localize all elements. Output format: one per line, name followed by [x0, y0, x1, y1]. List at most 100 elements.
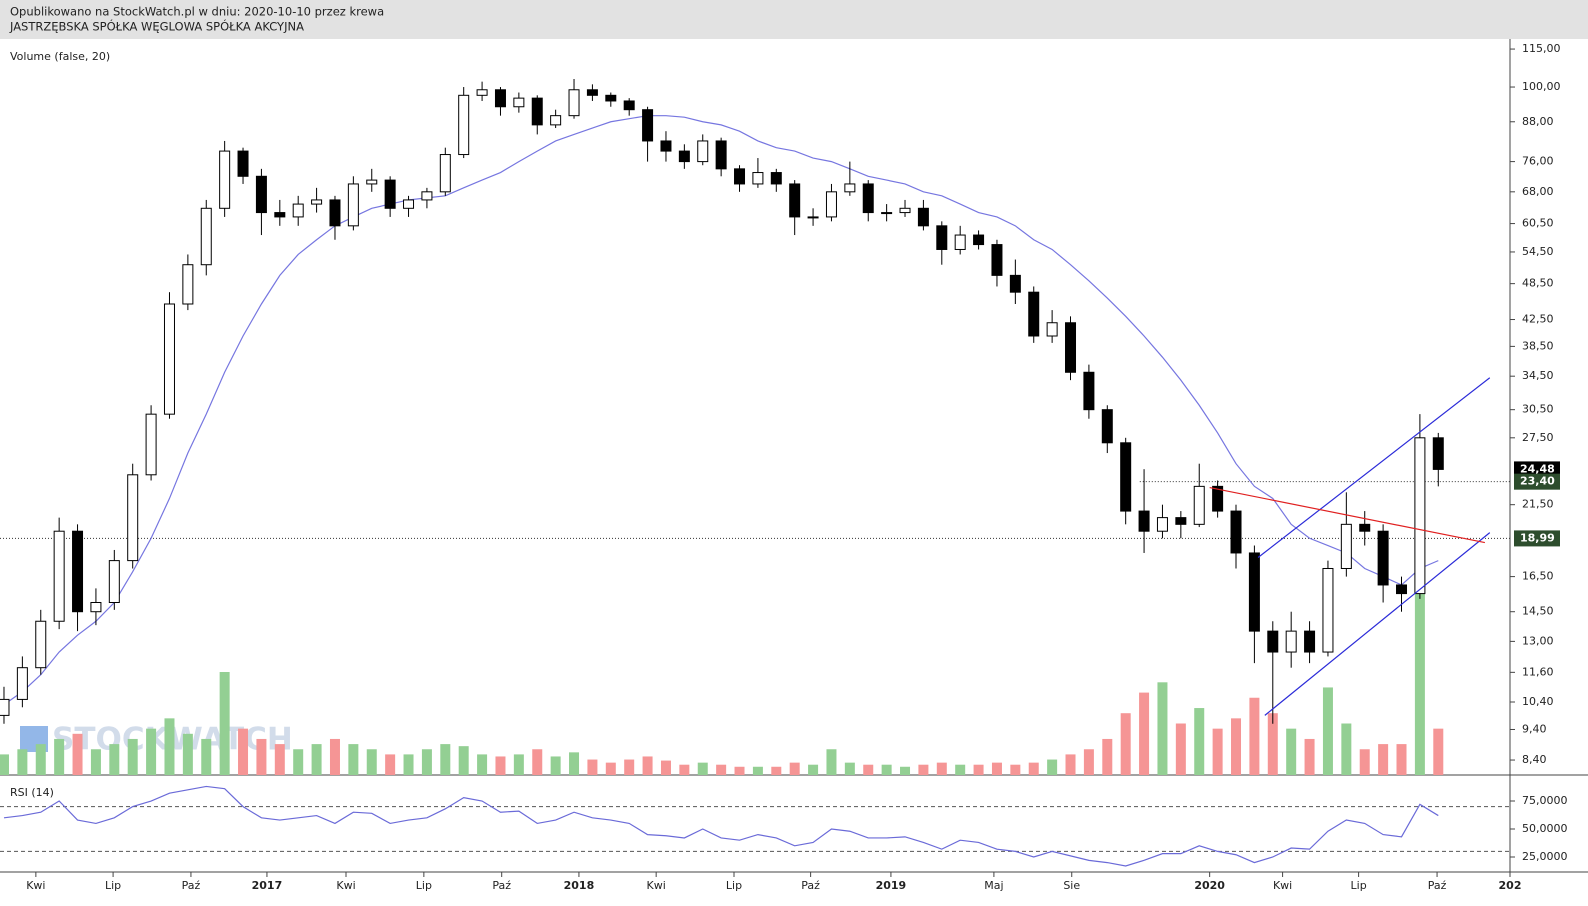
- volume-bar: [679, 764, 690, 775]
- candle-body: [807, 216, 819, 219]
- candle-body: [1267, 630, 1279, 653]
- candle-body: [550, 115, 562, 126]
- candle-body: [770, 172, 782, 185]
- x-tick-label: Lip: [1351, 879, 1367, 892]
- volume-bar: [0, 754, 9, 775]
- candle-body: [311, 199, 323, 205]
- candle-body: [1230, 510, 1242, 554]
- volume-bar: [587, 759, 598, 775]
- volume-bar: [881, 764, 892, 775]
- candle-body: [1377, 530, 1389, 586]
- candle-body: [1414, 437, 1426, 595]
- volume-bar: [329, 738, 340, 775]
- volume-bar: [366, 749, 377, 775]
- volume-bar: [550, 756, 561, 775]
- volume-bar: [109, 744, 120, 775]
- y-tick-label: 42,50: [1522, 313, 1554, 326]
- volume-bar: [1102, 738, 1113, 775]
- volume-bar: [1433, 728, 1444, 775]
- trendline: [1209, 486, 1485, 544]
- candle-body: [605, 94, 617, 102]
- x-tick-label: Lip: [726, 879, 742, 892]
- candle-body: [513, 97, 525, 108]
- candle-body: [421, 191, 433, 201]
- candle-body: [329, 199, 341, 227]
- x-tick-label: 2017: [252, 879, 283, 892]
- candle-body: [1322, 567, 1334, 653]
- y-tick-label: 10,40: [1522, 695, 1554, 708]
- header-line: JASTRZĘBSKA SPÓŁKA WĘGLOWA SPÓŁKA AKCYJN…: [9, 19, 304, 34]
- volume-bar: [900, 766, 911, 775]
- candle-body: [53, 530, 65, 622]
- volume-bar: [605, 762, 616, 775]
- candle-body: [347, 183, 359, 227]
- x-tick-label: Paź: [492, 879, 511, 892]
- volume-bar: [771, 766, 782, 775]
- volume-bar: [844, 762, 855, 775]
- trendline: [1257, 377, 1491, 559]
- x-tick-label: 2018: [564, 879, 595, 892]
- volume-bar: [863, 764, 874, 775]
- moving-average: [3, 115, 1439, 706]
- candle-body: [586, 89, 598, 96]
- rsi-line: [3, 785, 1439, 867]
- candle-body: [1065, 322, 1077, 373]
- y-tick-label: 21,50: [1522, 498, 1554, 511]
- volume-bar: [789, 762, 800, 775]
- volume-bar: [1139, 692, 1150, 775]
- candle-body: [936, 225, 948, 250]
- volume-bar: [54, 738, 65, 775]
- volume-bar: [697, 762, 708, 775]
- y-tick-label: 27,50: [1522, 431, 1554, 444]
- volume-bar: [440, 744, 451, 775]
- candle-body: [145, 413, 157, 476]
- volume-bar: [1267, 713, 1278, 775]
- candle-body: [403, 199, 415, 209]
- y-tick-label: 8,40: [1522, 753, 1547, 766]
- volume-bar: [35, 744, 46, 775]
- candle-body: [1432, 437, 1444, 470]
- candle-body: [219, 150, 231, 209]
- volume-bar: [1359, 749, 1370, 775]
- candle-body: [255, 175, 267, 214]
- candle-body: [899, 207, 911, 214]
- candle-body: [72, 530, 84, 613]
- volume-bar: [1065, 754, 1076, 775]
- volume-bar: [1322, 687, 1333, 775]
- volume-bar: [238, 728, 249, 775]
- volume-bar: [1175, 723, 1186, 775]
- volume-bar: [477, 754, 488, 775]
- x-tick-label: Lip: [105, 879, 121, 892]
- volume-bar: [936, 762, 947, 775]
- candle-body: [200, 207, 212, 266]
- trendline: [1264, 532, 1491, 716]
- rsi-tick-label: 25,0000: [1522, 850, 1568, 863]
- x-tick-label: Paź: [1428, 879, 1447, 892]
- candle-body: [1009, 274, 1021, 293]
- candle-body: [789, 183, 801, 218]
- candle-body: [366, 179, 378, 185]
- volume-bar: [385, 754, 396, 775]
- candle-body: [1304, 630, 1316, 653]
- volume-bar: [1378, 744, 1389, 775]
- candle-body: [1101, 409, 1113, 444]
- y-tick-label: 115,00: [1522, 42, 1561, 55]
- candle-body: [881, 212, 893, 215]
- candle-body: [1083, 371, 1095, 411]
- volume-bar: [1231, 718, 1242, 775]
- candle-body: [127, 474, 139, 562]
- candle-body: [568, 89, 580, 117]
- candle-body: [1285, 630, 1297, 653]
- volume-bar: [256, 738, 267, 775]
- volume-bar: [1120, 713, 1131, 775]
- y-tick-label: 30,50: [1522, 403, 1554, 416]
- volume-title: Volume (false, 20): [10, 50, 110, 63]
- candle-body: [1359, 523, 1371, 532]
- x-tick-label: Kwi: [26, 879, 45, 892]
- volume-bar: [1304, 738, 1315, 775]
- volume-bar: [1194, 708, 1205, 775]
- volume-bar: [1212, 728, 1223, 775]
- candle-body: [458, 94, 470, 156]
- volume-bar: [293, 749, 304, 775]
- volume-bar: [1047, 759, 1058, 775]
